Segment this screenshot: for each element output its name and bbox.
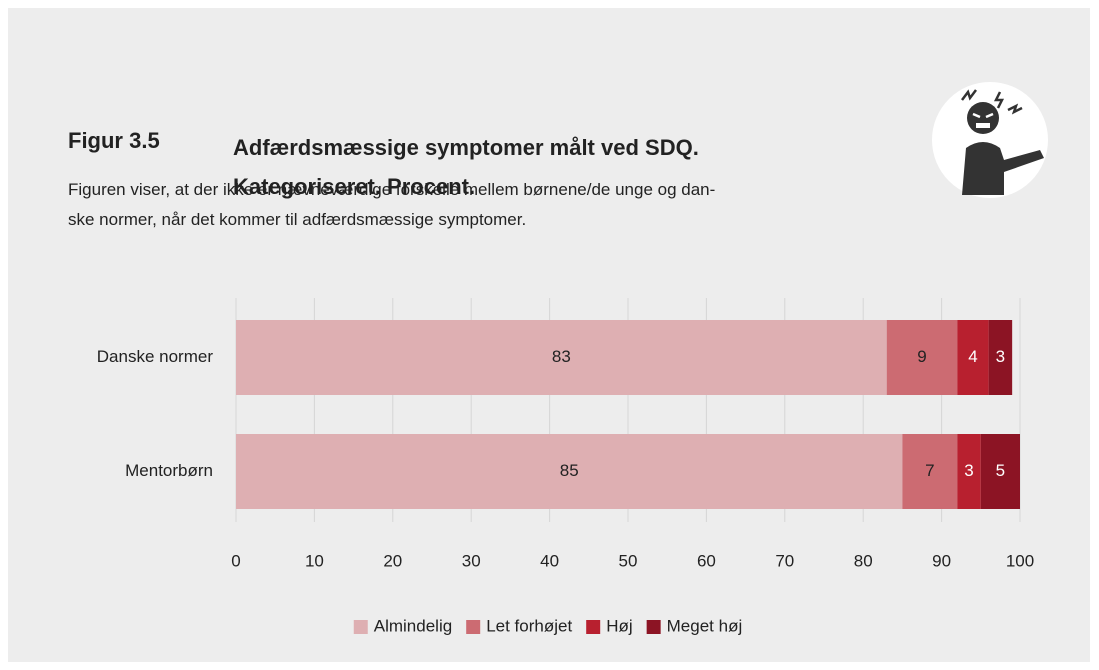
bar-segment [886, 320, 958, 395]
value-label: 4 [968, 347, 977, 366]
y-tick-label: Danske normer [97, 347, 214, 366]
value-label: 7 [925, 461, 934, 480]
x-tick-label: 80 [854, 551, 873, 570]
legend-swatch [586, 620, 601, 634]
value-label: 5 [996, 461, 1005, 480]
subtitle: ske normer, når det kommer til adfærdsmæ… [68, 210, 527, 229]
icon [932, 82, 1048, 198]
value-label: 83 [552, 347, 571, 366]
x-tick-label: 90 [932, 551, 951, 570]
x-tick-label: 60 [697, 551, 716, 570]
x-tick-label: 100 [1006, 551, 1034, 570]
value-label: 9 [917, 347, 926, 366]
legend-label: Meget høj [667, 616, 743, 635]
subtitle: Figuren viser, at der ikke er nævneværdi… [68, 180, 716, 199]
bar-segment [957, 434, 981, 509]
legend-swatch [466, 620, 481, 634]
x-tick-label: 40 [540, 551, 559, 570]
x-tick-label: 70 [775, 551, 794, 570]
legend-label: Almindelig [374, 616, 452, 635]
figure-label: Figur 3.5 [68, 128, 160, 153]
bar-segment [988, 320, 1013, 395]
x-tick-label: 30 [462, 551, 481, 570]
value-label: 3 [964, 461, 973, 480]
y-tick-label: Mentorbørn [125, 461, 213, 480]
legend-swatch [646, 620, 661, 634]
bar-segment [236, 434, 903, 509]
legend-swatch [353, 620, 368, 634]
chart-title: Adfærdsmæssige symptomer målt ved SDQ. K… [233, 135, 699, 199]
legend-label: Høj [606, 616, 632, 635]
value-label: 3 [996, 347, 1005, 366]
x-tick-label: 20 [383, 551, 402, 570]
bar-segment [236, 320, 887, 395]
x-tick-label: 10 [305, 551, 324, 570]
x-tick-label: 0 [231, 551, 240, 570]
value-label: 85 [560, 461, 579, 480]
bar-segment [902, 434, 958, 509]
legend-label: Let forhøjet [486, 616, 572, 635]
x-tick-label: 50 [619, 551, 638, 570]
bar-segment [980, 434, 1020, 509]
bar-segment [957, 320, 989, 395]
